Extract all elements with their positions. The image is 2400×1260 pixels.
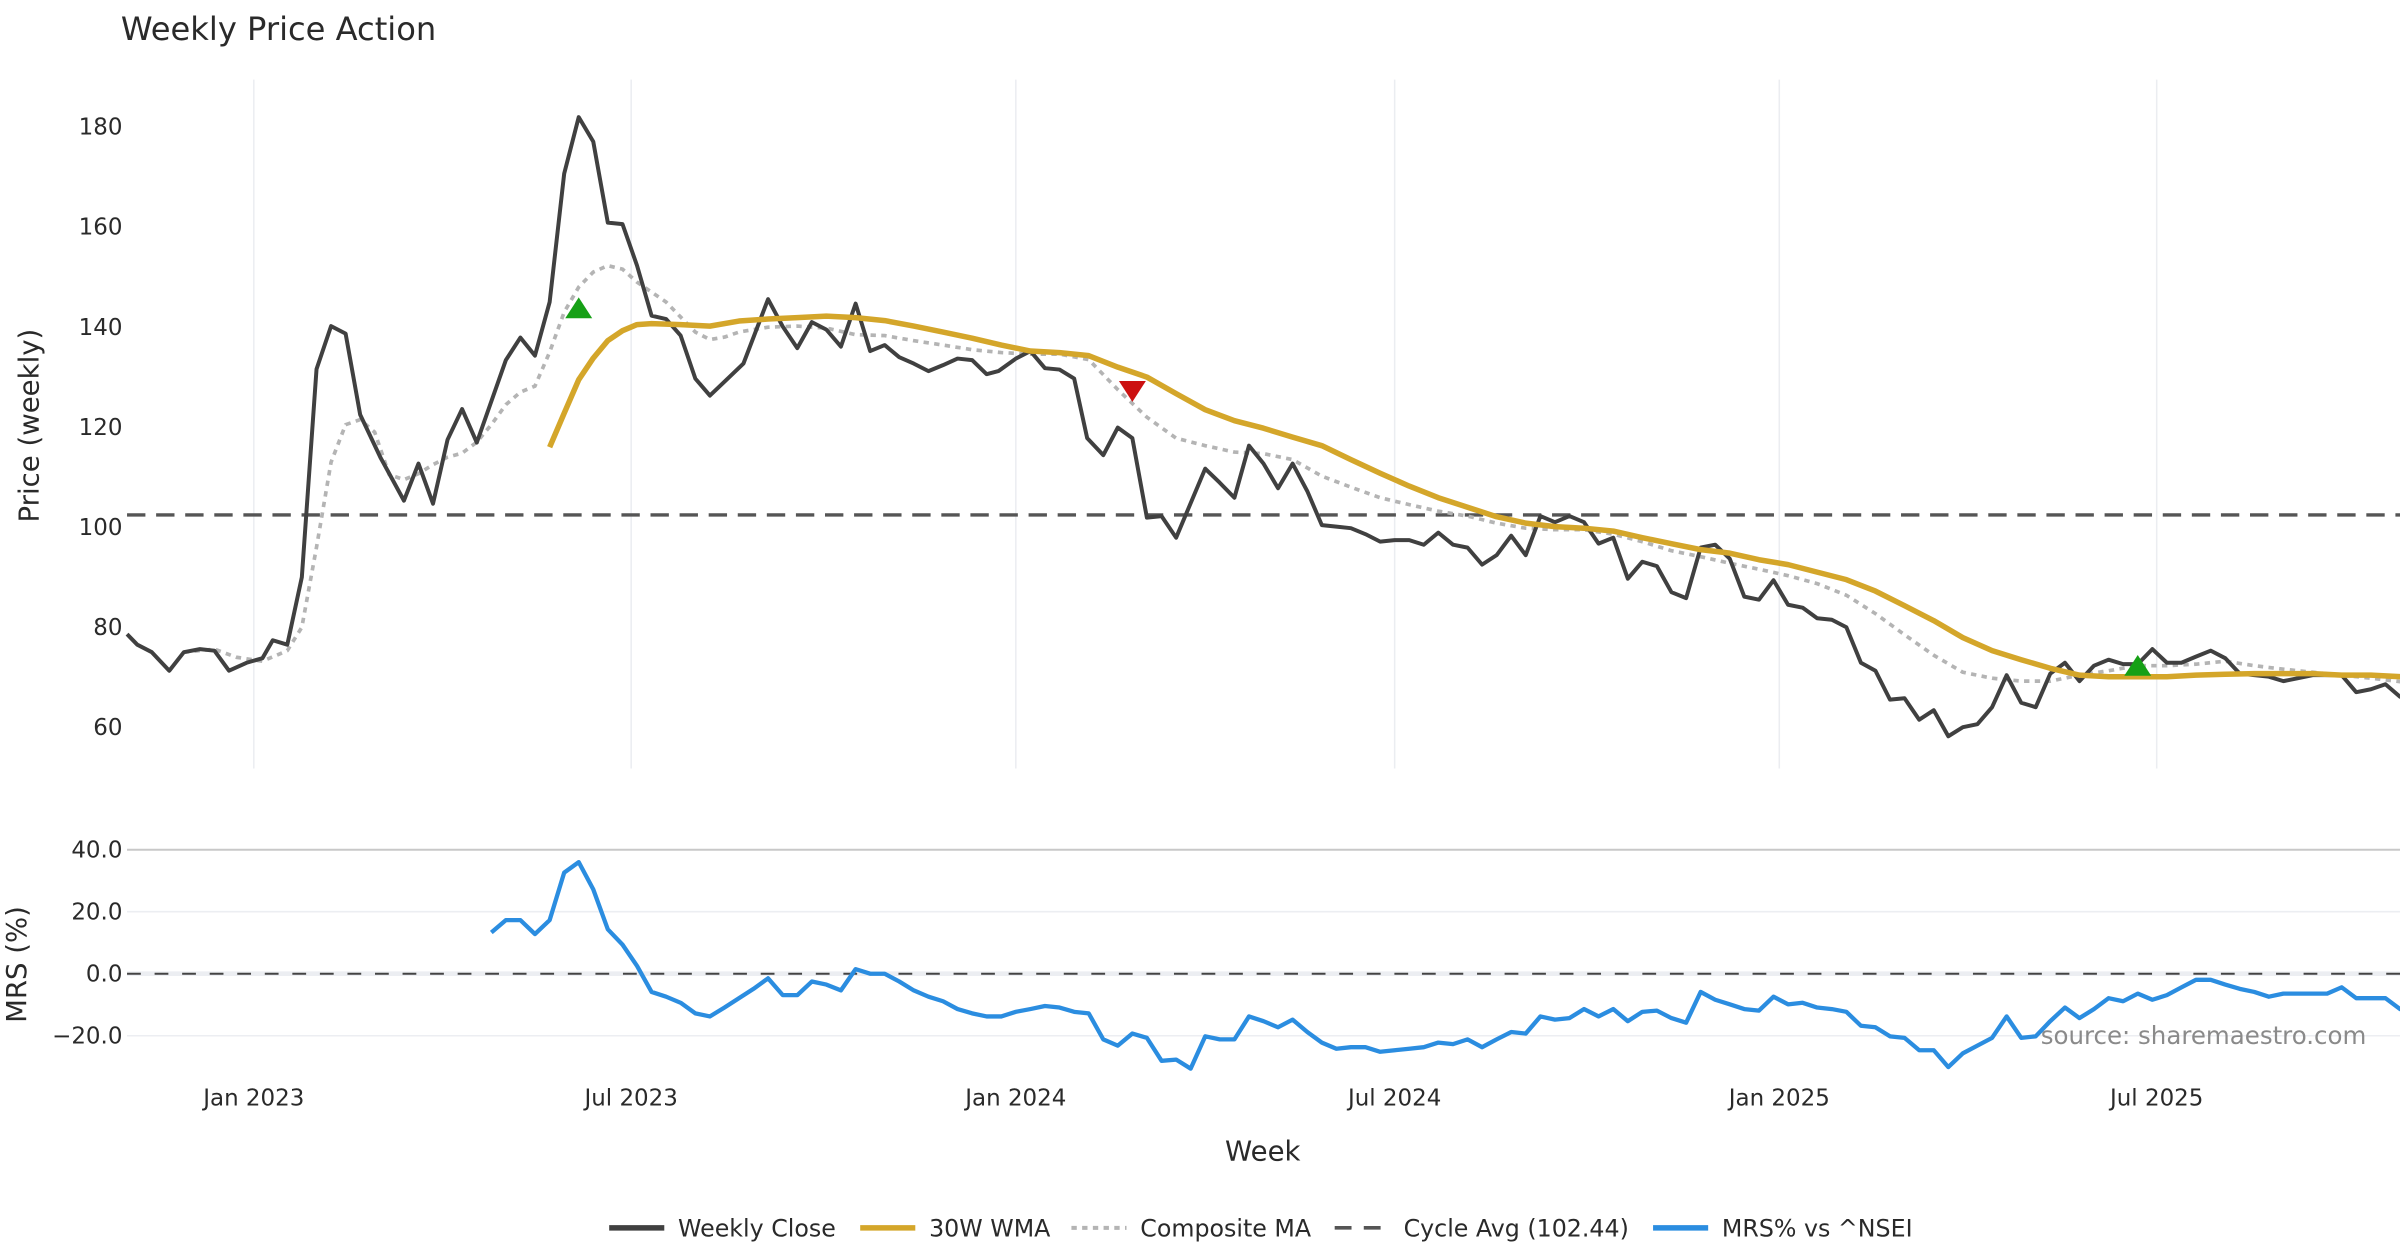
legend-label: MRS% vs ^NSEI: [1722, 1214, 1913, 1242]
buy-signal-marker: [565, 297, 593, 319]
legend-label: 30W WMA: [929, 1214, 1051, 1242]
x-axis-label: Week: [1225, 1135, 1301, 1167]
price-y-tick-label: 100: [79, 515, 123, 541]
price-y-tick-label: 80: [93, 615, 122, 641]
weekly-close-line: [125, 115, 2400, 739]
signal-markers: [565, 297, 2152, 676]
x-tick-label: Jul 2024: [1346, 1085, 1441, 1111]
x-tick-label: Jan 2025: [1727, 1085, 1830, 1111]
mrs-y-tick-label: 20.0: [71, 899, 122, 925]
mrs-line: [489, 859, 2400, 1071]
mrs-series: [489, 859, 2400, 1071]
price-y-tick-label: 160: [79, 215, 123, 241]
30w-wma-line: [547, 313, 2400, 680]
price-y-tick-label: 140: [79, 315, 123, 341]
x-tick-label: Jan 2023: [201, 1085, 304, 1111]
mrs-y-tick-label: −20.0: [52, 1023, 122, 1049]
legend-item-30w-wma: 30W WMA: [860, 1214, 1051, 1242]
price-y-tick-label: 120: [79, 415, 123, 441]
x-tick-label: Jul 2025: [2108, 1085, 2203, 1111]
mrs-y-ticks: −20.0 0.0 20.0 40.0: [52, 837, 122, 1049]
legend-item-mrs-vs-nsei: MRS% vs ^NSEI: [1653, 1214, 1913, 1242]
legend-item-weekly-close: Weekly Close: [609, 1214, 836, 1242]
legend-label: Weekly Close: [678, 1214, 836, 1242]
price-y-tick-label: 180: [79, 115, 123, 141]
legend: Weekly Close 30W WMA Composite MA Cycle Avg…: [609, 1214, 1913, 1242]
x-tick-label: Jul 2023: [582, 1085, 677, 1111]
price-y-ticks: 60 80 100 120 140 160 180: [79, 115, 123, 741]
price-axis-label: Price (weekly): [13, 329, 45, 523]
sell-signal-marker: [1118, 381, 1146, 402]
legend-item-cycle-avg-102-44: Cycle Avg (102.44): [1334, 1214, 1629, 1242]
price-series: [125, 115, 2400, 739]
mrs-axis-label: MRS (%): [1, 906, 33, 1023]
composite-ma-line: [183, 263, 2400, 684]
price-gridlines: [253, 79, 2158, 769]
mrs-gridlines: [127, 848, 2400, 1037]
mrs-y-tick-label: 40.0: [71, 837, 122, 863]
chart-title: Weekly Price Action: [121, 10, 436, 48]
mrs-y-tick-label: 0.0: [86, 961, 123, 987]
price-y-tick-label: 60: [93, 715, 122, 741]
legend-label: Composite MA: [1140, 1214, 1312, 1242]
legend-label: Cycle Avg (102.44): [1404, 1214, 1629, 1242]
legend-item-composite-ma: Composite MA: [1071, 1214, 1312, 1242]
x-tick-label: Jan 2024: [963, 1085, 1066, 1111]
source-note: source: sharemaestro.com: [2041, 1021, 2367, 1050]
x-ticks: Jan 2023 Jul 2023 Jan 2024 Jul 2024 Jan 2025…: [201, 1085, 2203, 1111]
buy-signal-marker: [2124, 654, 2152, 676]
